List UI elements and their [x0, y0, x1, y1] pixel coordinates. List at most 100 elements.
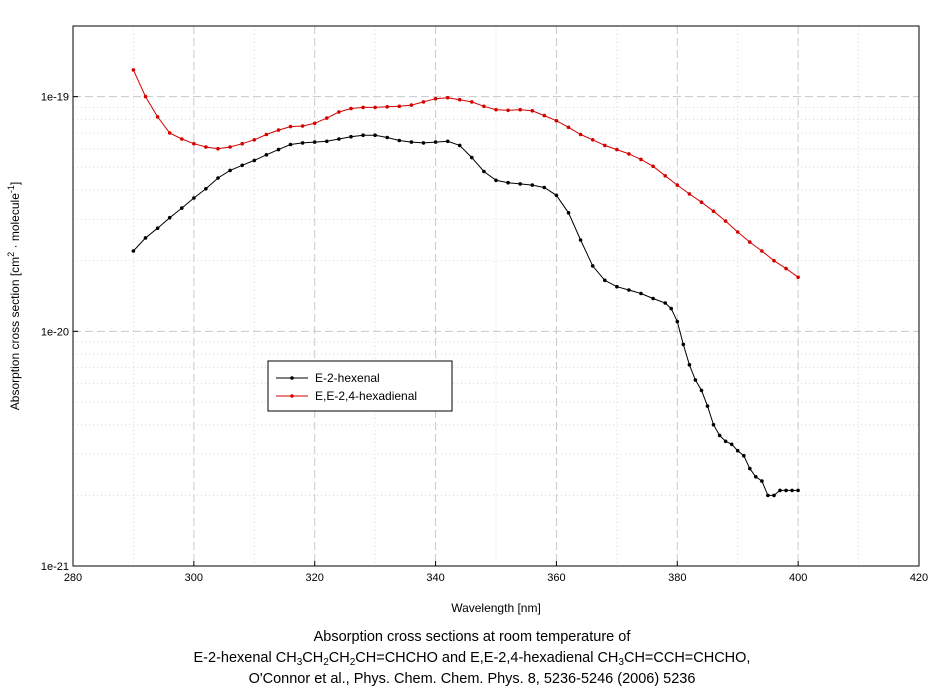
data-point-e-2-hexenal: [693, 378, 698, 382]
data-point-e-e-2-4-hexadienal: [711, 209, 716, 213]
x-tick-label: 340: [426, 572, 444, 584]
data-point-e-2-hexenal: [717, 433, 722, 438]
data-point-e-e-2-4-hexadienal: [627, 152, 631, 156]
data-point-e-e-2-4-hexadienal: [699, 200, 704, 204]
y-tick-label: 1e-21: [41, 561, 69, 573]
data-point-e-2-hexenal: [300, 141, 305, 145]
data-point-e-2-hexenal: [433, 140, 438, 144]
data-point-e-2-hexenal: [445, 139, 450, 144]
data-point-e-e-2-4-hexadienal: [228, 145, 232, 149]
data-point-e-e-2-4-hexadienal: [639, 157, 643, 162]
plot-area: [73, 26, 919, 566]
data-point-e-e-2-4-hexadienal: [409, 103, 414, 107]
series-e-e-2-4-hexadienal: [131, 68, 800, 280]
x-tick-label: 360: [547, 572, 565, 584]
data-point-e-2-hexenal: [778, 488, 782, 493]
data-point-e-2-hexenal: [180, 206, 184, 210]
data-point-e-2-hexenal: [530, 183, 535, 187]
data-point-e-e-2-4-hexadienal: [155, 115, 160, 119]
data-point-e-2-hexenal: [409, 140, 414, 144]
data-point-e-e-2-4-hexadienal: [518, 107, 522, 112]
data-point-e-e-2-4-hexadienal: [312, 121, 317, 126]
data-point-e-2-hexenal: [542, 185, 547, 190]
data-point-e-2-hexenal: [754, 475, 758, 479]
data-point-e-2-hexenal: [735, 448, 740, 453]
data-point-e-e-2-4-hexadienal: [772, 258, 776, 263]
data-point-e-2-hexenal: [288, 142, 293, 147]
data-point-e-2-hexenal: [131, 249, 136, 253]
plot-frame: [72, 25, 920, 567]
data-point-e-2-hexenal: [760, 479, 764, 483]
data-point-e-e-2-4-hexadienal: [131, 68, 136, 72]
data-point-e-2-hexenal: [790, 488, 794, 493]
data-point-e-2-hexenal: [264, 153, 269, 157]
data-point-e-2-hexenal: [337, 137, 341, 141]
data-point-e-e-2-4-hexadienal: [784, 266, 788, 271]
data-point-e-2-hexenal: [603, 278, 607, 283]
data-point-e-2-hexenal: [772, 493, 776, 498]
data-point-e-2-hexenal: [639, 291, 643, 296]
data-point-e-e-2-4-hexadienal: [675, 183, 680, 187]
data-point-e-2-hexenal: [276, 147, 281, 152]
data-point-e-e-2-4-hexadienal: [397, 104, 402, 109]
data-point-e-e-2-4-hexadienal: [264, 132, 269, 137]
series-line-e-e-2-4-hexadienal: [132, 69, 799, 278]
data-point-e-e-2-4-hexadienal: [530, 109, 535, 113]
data-point-e-e-2-4-hexadienal: [143, 94, 148, 99]
data-point-e-e-2-4-hexadienal: [288, 124, 293, 129]
x-tick-label: 400: [789, 572, 807, 584]
x-axis: 280 300 320 340 360 380 400 420: [64, 561, 928, 584]
data-point-e-e-2-4-hexadienal: [542, 113, 547, 118]
legend-label-e-e-2-4-hexadienal: E,E-2,4-hexadienal: [315, 389, 417, 403]
data-point-e-2-hexenal: [325, 139, 329, 144]
data-point-e-e-2-4-hexadienal: [325, 116, 329, 120]
y-axis: 1e-21 1e-20 1e-19: [41, 92, 78, 573]
legend-box: [267, 360, 453, 412]
data-point-e-e-2-4-hexadienal: [337, 110, 341, 114]
data-point-e-e-2-4-hexadienal: [385, 105, 390, 109]
data-point-e-2-hexenal: [228, 168, 232, 173]
data-point-e-e-2-4-hexadienal: [276, 128, 281, 132]
data-point-e-2-hexenal: [506, 180, 510, 185]
data-point-e-e-2-4-hexadienal: [421, 100, 426, 104]
data-point-e-2-hexenal: [470, 155, 474, 160]
data-point-e-2-hexenal: [518, 182, 522, 186]
data-point-e-e-2-4-hexadienal: [373, 105, 377, 110]
data-point-e-2-hexenal: [663, 301, 667, 305]
data-point-e-2-hexenal: [167, 215, 172, 220]
data-point-e-e-2-4-hexadienal: [300, 124, 305, 128]
data-point-e-e-2-4-hexadienal: [494, 107, 498, 112]
data-point-e-e-2-4-hexadienal: [192, 141, 196, 146]
data-point-e-e-2-4-hexadienal: [470, 100, 474, 104]
legend-label-e-2-hexenal: E-2-hexenal: [315, 371, 380, 385]
data-point-e-2-hexenal: [705, 404, 710, 408]
data-point-e-2-hexenal: [578, 238, 583, 242]
data-point-e-2-hexenal: [155, 226, 160, 230]
y-axis-label: Absorption cross section [cm2 · molecule…: [6, 182, 22, 410]
data-point-e-2-hexenal: [796, 488, 800, 493]
data-point-e-e-2-4-hexadienal: [603, 143, 607, 148]
grid: [73, 26, 919, 566]
data-point-e-e-2-4-hexadienal: [180, 137, 184, 141]
data-point-e-2-hexenal: [675, 319, 680, 324]
data-point-e-2-hexenal: [566, 211, 571, 215]
data-point-e-2-hexenal: [361, 133, 365, 137]
data-point-e-2-hexenal: [615, 284, 619, 289]
data-point-e-2-hexenal: [252, 158, 257, 163]
data-point-e-2-hexenal: [699, 388, 704, 393]
data-point-e-2-hexenal: [204, 187, 208, 191]
series-layer: [131, 68, 800, 498]
data-point-e-e-2-4-hexadienal: [723, 219, 728, 223]
data-point-e-2-hexenal: [590, 264, 595, 268]
data-point-e-2-hexenal: [494, 178, 498, 183]
data-point-e-2-hexenal: [627, 288, 631, 292]
legend-marker-e-2-hexenal: [290, 376, 294, 380]
data-point-e-2-hexenal: [669, 306, 673, 311]
x-tick-label: 420: [910, 572, 928, 584]
data-point-e-e-2-4-hexadienal: [796, 275, 800, 280]
y-tick-label: 1e-19: [41, 92, 69, 104]
data-point-e-2-hexenal: [240, 163, 244, 168]
data-point-e-e-2-4-hexadienal: [349, 106, 353, 111]
legend-marker-e-e-2-4-hexadienal: [290, 394, 294, 398]
data-point-e-2-hexenal: [385, 135, 390, 140]
